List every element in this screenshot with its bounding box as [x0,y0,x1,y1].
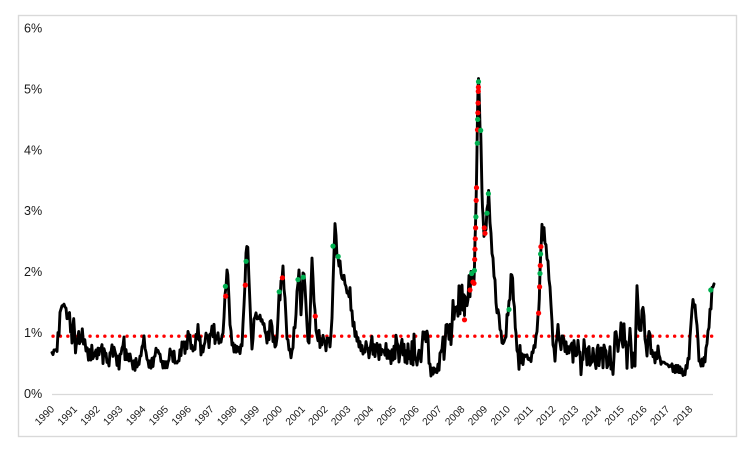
svg-text:0%: 0% [24,387,42,401]
svg-text:3%: 3% [24,204,42,218]
svg-text:6%: 6% [24,22,42,36]
svg-text:4%: 4% [24,143,42,157]
svg-text:1%: 1% [24,326,42,340]
svg-text:5%: 5% [24,82,42,96]
svg-text:2%: 2% [24,265,42,279]
